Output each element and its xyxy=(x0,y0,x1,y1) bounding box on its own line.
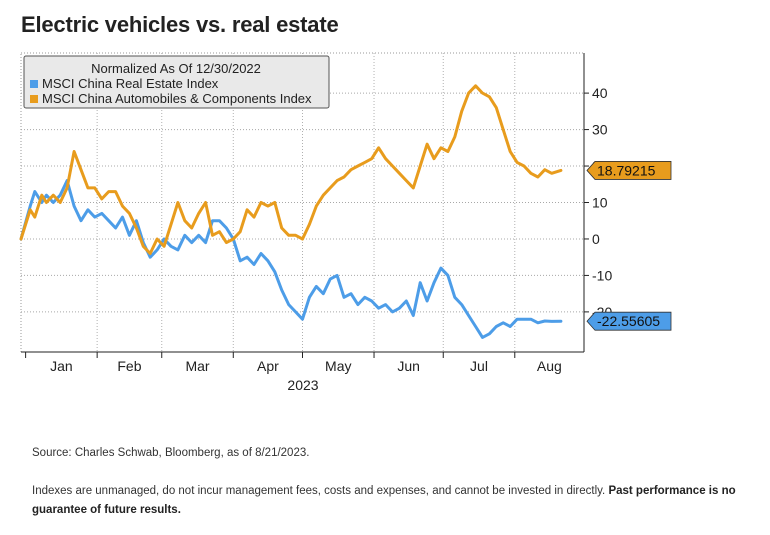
legend-title: Normalized As Of 12/30/2022 xyxy=(91,61,261,76)
legend-swatch xyxy=(30,80,38,88)
x-tick-label: Jul xyxy=(470,358,488,374)
last-value-tag xyxy=(586,311,672,331)
legend-entry: MSCI China Automobiles & Components Inde… xyxy=(42,91,312,106)
y-tick-label: -10 xyxy=(592,267,612,283)
y-tick-label: 40 xyxy=(592,85,608,101)
y-axis-tick-labels: 403020100-10-20 xyxy=(592,85,612,320)
last-value-label: 18.79215 xyxy=(597,162,656,178)
disclaimer-text: Indexes are unmanaged, do not incur mana… xyxy=(32,485,606,497)
legend-swatch xyxy=(30,95,38,103)
legend-box xyxy=(23,55,330,109)
legend-entry: MSCI China Real Estate Index xyxy=(42,76,219,91)
last-value-tag xyxy=(586,161,672,180)
y-tick-label: 0 xyxy=(592,231,600,247)
line-chart: 403020100-10-20 JanFebMarAprMayJunJulAug… xyxy=(19,52,672,393)
x-year-label: 2023 xyxy=(287,377,318,393)
axes xyxy=(21,53,589,358)
last-value-label: -22.55605 xyxy=(597,313,660,329)
x-tick-label: Apr xyxy=(257,358,279,374)
y-tick-label: 30 xyxy=(592,122,608,138)
x-tick-label: Feb xyxy=(117,358,141,374)
x-tick-label: Jun xyxy=(397,358,420,374)
last-value-tags: -22.55605 18.79215 xyxy=(586,161,672,331)
chart-title: Electric vehicles vs. real estate xyxy=(21,12,339,37)
series-lines xyxy=(19,84,563,339)
series-line-1 xyxy=(19,84,563,255)
series-line-0 xyxy=(19,179,563,339)
disclaimer: Indexes are unmanaged, do not incur mana… xyxy=(32,482,762,520)
x-tick-label: Mar xyxy=(185,358,209,374)
x-tick-label: Aug xyxy=(537,358,562,374)
y-tick-label: 10 xyxy=(592,195,608,211)
x-tick-label: Jan xyxy=(50,358,73,374)
disclaimer-bold: Past performance is no guarantee of futu… xyxy=(32,485,736,516)
x-axis-tick-labels: Jan Feb Mar Apr May Jun Jul Aug 2023 xyxy=(50,358,562,393)
x-tick-label: May xyxy=(325,358,351,374)
source-note: Source: Charles Schwab, Bloomberg, as of… xyxy=(32,447,310,459)
